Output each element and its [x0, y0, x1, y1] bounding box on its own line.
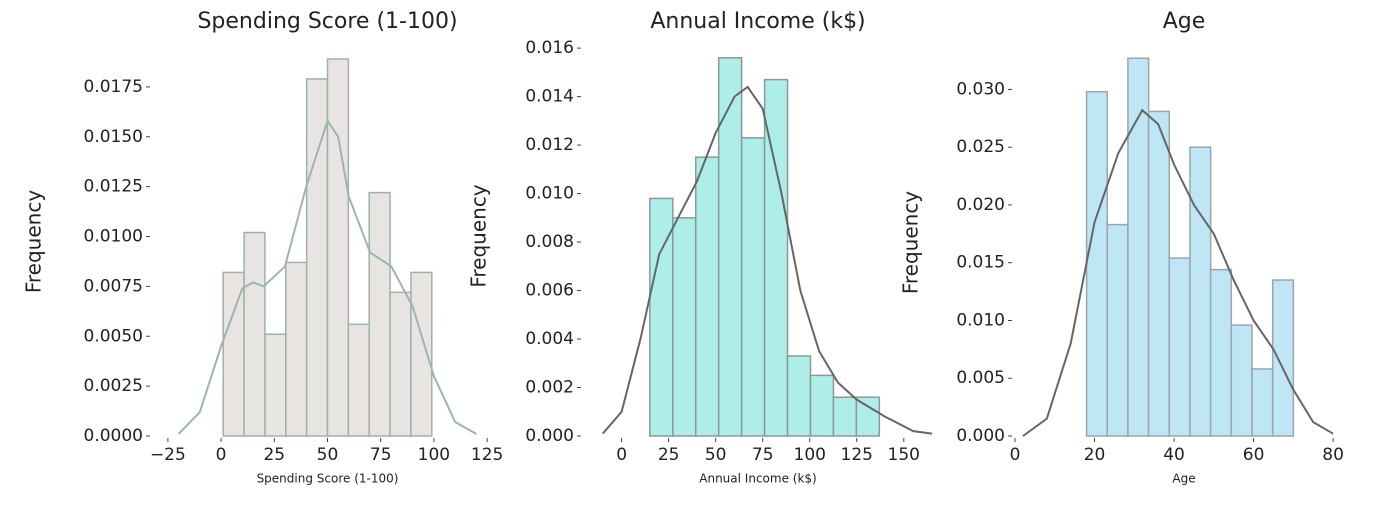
y-tick-label: 0.0075	[84, 276, 143, 296]
histogram-bar	[717, 57, 743, 437]
histogram-bar	[1106, 223, 1129, 437]
histogram-bar	[1085, 90, 1109, 437]
y-tick-label: 0.0050	[84, 326, 143, 346]
histogram-bar	[832, 396, 858, 437]
y-tick-label: 0.014	[525, 87, 574, 107]
x-tick-label: 60	[1243, 445, 1265, 465]
histogram-bar	[347, 323, 370, 437]
x-tick-label: 0	[216, 445, 227, 465]
histogram-bar	[1127, 57, 1150, 437]
x-tick-label: 150	[888, 445, 920, 465]
histogram-bar	[1209, 268, 1233, 437]
y-tick-label: 0.025	[956, 137, 1005, 157]
y-tick-label: 0.0000	[84, 426, 143, 446]
histogram-bar	[855, 396, 881, 437]
x-tick-label: 50	[705, 445, 727, 465]
histogram-bar	[243, 231, 266, 437]
y-tick-label: 0.010	[956, 310, 1005, 330]
histogram-bar	[389, 291, 412, 437]
histogram-bar	[222, 271, 245, 437]
x-tick-label: 100	[794, 445, 826, 465]
histogram-bar	[1168, 257, 1191, 437]
histogram-bar	[285, 261, 308, 437]
histogram-bar	[1230, 324, 1253, 437]
x-tick-label: 40	[1163, 445, 1185, 465]
x-tick-label: 75	[752, 445, 774, 465]
y-tick-label: 0.016	[525, 38, 574, 58]
y-tick-label: 0.012	[525, 135, 574, 155]
histogram-bar	[763, 78, 789, 437]
histogram-bar	[264, 333, 287, 437]
kde-line	[602, 85, 933, 435]
x-tick-label: −25	[150, 445, 186, 465]
y-tick-label: 0.008	[525, 232, 574, 252]
y-tick-label: 0.006	[525, 281, 574, 301]
y-tick-label: 0.002	[525, 378, 574, 398]
x-axis-label: Spending Score (1-100)	[257, 472, 399, 486]
x-tick-label: 20	[1084, 445, 1106, 465]
chart-title: Annual Income (k$)	[650, 9, 865, 34]
x-tick-label: 50	[317, 445, 339, 465]
histogram-bar	[694, 156, 720, 437]
histogram-bar	[1251, 368, 1274, 437]
x-tick-label: 0	[616, 445, 627, 465]
kde-line	[177, 118, 477, 435]
y-axis-label: Frequency	[467, 184, 491, 287]
y-tick-label: 0.0175	[84, 77, 143, 97]
histogram-bar	[1189, 146, 1212, 437]
y-tick-label: 0.0125	[84, 177, 143, 197]
y-tick-label: 0.020	[956, 195, 1005, 215]
x-tick-label: 75	[370, 445, 392, 465]
x-tick-label: 25	[263, 445, 285, 465]
chart-title: Spending Score (1-100)	[197, 9, 457, 34]
y-axis-label: Frequency	[22, 190, 46, 293]
histogram-bar	[740, 137, 766, 437]
y-tick-label: 0.000	[525, 426, 574, 446]
x-tick-label: 100	[418, 445, 450, 465]
x-axis-label: Annual Income (k$)	[699, 472, 816, 486]
x-tick-label: 25	[658, 445, 680, 465]
x-tick-label: 80	[1322, 445, 1344, 465]
histogram-bar	[368, 191, 391, 437]
x-tick-label: 125	[471, 445, 503, 465]
y-tick-label: 0.0025	[84, 376, 143, 396]
y-tick-label: 0.000	[956, 426, 1005, 446]
y-tick-label: 0.0150	[84, 127, 143, 147]
y-tick-label: 0.015	[956, 253, 1005, 273]
y-tick-label: 0.005	[956, 368, 1005, 388]
x-tick-label: 125	[841, 445, 873, 465]
histogram-bar	[786, 355, 812, 437]
y-tick-label: 0.010	[525, 184, 574, 204]
histogram-bar	[326, 58, 350, 437]
histogram-bar	[809, 374, 835, 437]
histogram-bar	[1147, 110, 1171, 437]
chart-title: Age	[1163, 9, 1206, 34]
kde-line	[1022, 108, 1334, 437]
y-tick-label: 0.030	[956, 79, 1005, 99]
histogram-bar	[410, 271, 433, 437]
y-axis-label: Frequency	[899, 191, 923, 294]
histogram-bar	[1271, 279, 1295, 437]
y-tick-label: 0.0100	[84, 227, 143, 247]
x-axis-label: Age	[1172, 472, 1195, 486]
x-tick-label: 0	[1010, 445, 1021, 465]
y-tick-label: 0.004	[525, 329, 574, 349]
histogram-bar	[672, 217, 697, 437]
